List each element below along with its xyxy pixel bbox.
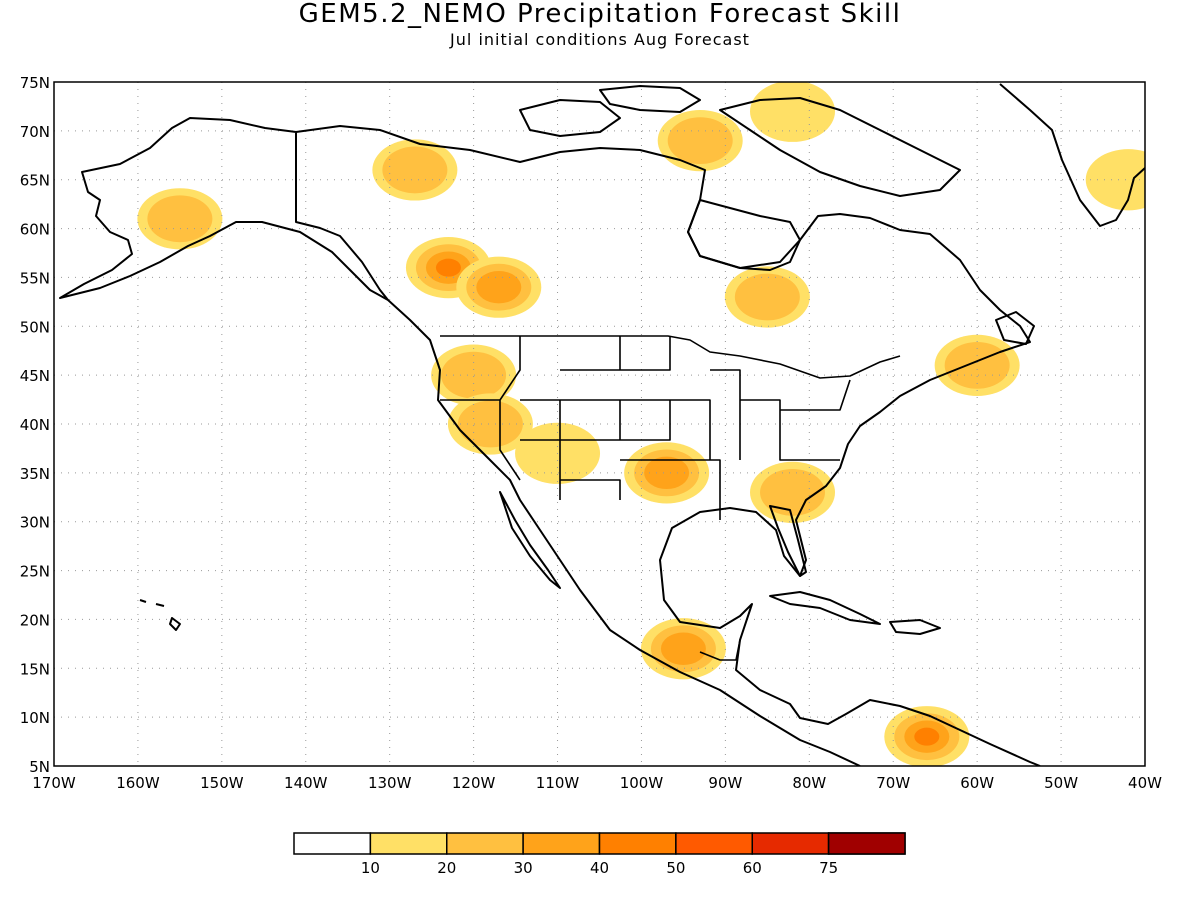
- lon-label: 100W: [620, 774, 664, 792]
- ellesmere-island-coastline: [599, 85, 701, 113]
- lat-label: 20N: [20, 611, 50, 629]
- lat-label: 50N: [20, 318, 50, 336]
- lon-label: 90W: [708, 774, 742, 792]
- lon-label: 120W: [452, 774, 496, 792]
- north-america-mainland-coastline: [295, 125, 1041, 766]
- lat-label: 10N: [20, 709, 50, 727]
- colorbar-swatch: [751, 832, 830, 855]
- lat-label: 70N: [20, 123, 50, 141]
- skill-area-southeast-level-2: [760, 469, 826, 516]
- lon-label: 150W: [200, 774, 244, 792]
- map-frame-background: [54, 82, 1145, 766]
- colorbar-swatch: [369, 832, 448, 855]
- lat-label: 75N: [20, 74, 50, 92]
- colorbar-label: 60: [743, 859, 762, 877]
- lon-label: 160W: [116, 774, 160, 792]
- map-title: GEM5.2_NEMO Precipitation Forecast Skill: [298, 0, 902, 29]
- skill-area-mexico-south-level-3: [660, 632, 706, 665]
- lon-label: 40W: [1128, 774, 1162, 792]
- hawaii-islands: [139, 599, 181, 631]
- baja-california-coastline: [499, 491, 561, 589]
- skill-area-baffin-level-2: [667, 117, 733, 165]
- skill-area-northern-bc-level-3: [476, 271, 522, 304]
- florida-coastline: [769, 505, 807, 577]
- lon-label: 170W: [32, 774, 76, 792]
- baffin-island-coastline: [719, 97, 961, 197]
- map-frame-border: [53, 81, 1146, 767]
- colorbar-swatch: [598, 832, 677, 855]
- colorbar-label: 40: [590, 859, 609, 877]
- colorbar-label: 75: [819, 859, 838, 877]
- lat-label: 55N: [20, 269, 50, 287]
- colorbar-swatch: [446, 832, 524, 855]
- skill-area-ellesmere-level-1: [750, 82, 836, 142]
- lat-label: 25N: [20, 563, 50, 581]
- cuba-coastline: [769, 591, 881, 625]
- lat-label: 15N: [20, 660, 50, 678]
- pacific-coastline: [387, 299, 861, 766]
- lat-label: 45N: [20, 367, 50, 385]
- newfoundland-coastline: [995, 311, 1035, 345]
- skill-area-hudson-bay-level-2: [734, 273, 800, 321]
- colorbar-swatch: [675, 832, 753, 855]
- us-state-borders: [440, 336, 851, 520]
- colorbar-swatch: [293, 832, 372, 855]
- colorbar-legend: 10 20 30 40 50 60 75: [293, 832, 906, 877]
- skill-area-central-bc-level-4: [435, 258, 461, 277]
- colorbar-label: 20: [437, 859, 456, 877]
- skill-area-great-basin-level-2: [457, 400, 523, 448]
- lon-label: 60W: [960, 774, 994, 792]
- colorbar-label: 10: [361, 859, 380, 877]
- longitude-tick-labels: 170W 160W 150W 140W 130W 120W 110W 100W 90W 80W 70…: [32, 774, 1162, 792]
- colorbar-swatch: [522, 832, 601, 855]
- mexico-guatemala-border: [699, 639, 741, 661]
- coastlines-and-borders: [59, 83, 1145, 766]
- lat-label: 60N: [20, 221, 50, 239]
- lon-label: 130W: [368, 774, 412, 792]
- canada-us-border: [440, 335, 901, 379]
- skill-area-venezuela-level-4: [914, 727, 940, 746]
- latitude-tick-labels: 75N 70N 65N 60N 55N 50N 45N 40N 35N 30N 25N 20N 15N 1…: [20, 74, 50, 776]
- skill-area-yukon-level-2: [382, 146, 448, 194]
- hispaniola-coastline: [889, 619, 941, 635]
- lon-label: 70W: [876, 774, 910, 792]
- lon-label: 140W: [284, 774, 328, 792]
- skill-shading-layer: [137, 82, 1145, 766]
- victoria-island-coastline: [519, 99, 621, 137]
- alaska-coastline: [59, 117, 389, 301]
- colorbar-label: 50: [666, 859, 685, 877]
- lat-label: 5N: [29, 758, 50, 776]
- skill-area-alaska-level-2: [147, 195, 213, 243]
- lat-label: 40N: [20, 416, 50, 434]
- skill-area-pacific-nw-level-2: [441, 351, 507, 399]
- hudson-bay-coastline: [687, 199, 801, 271]
- lon-label: 50W: [1044, 774, 1078, 792]
- colorbar-label: 30: [514, 859, 533, 877]
- map-subtitle: Jul initial conditions Aug Forecast: [450, 30, 750, 49]
- lon-label: 110W: [536, 774, 580, 792]
- lat-label: 35N: [20, 465, 50, 483]
- lat-label: 30N: [20, 514, 50, 532]
- colorbar-swatch: [827, 832, 906, 855]
- skill-area-texas-panhandle-level-3: [644, 456, 690, 490]
- lon-label: 80W: [792, 774, 826, 792]
- lat-label: 65N: [20, 172, 50, 190]
- greenland-coastline: [999, 83, 1145, 227]
